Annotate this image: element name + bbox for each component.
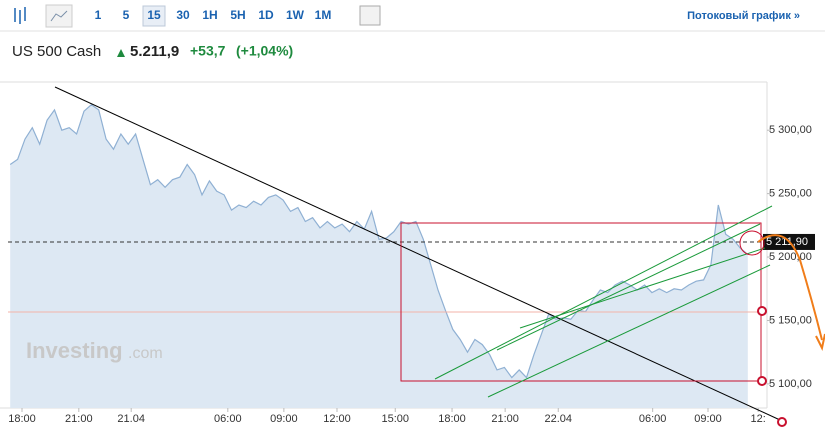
- area-fill: [10, 104, 748, 409]
- y-tick-label: 5 150,00: [769, 314, 812, 326]
- interval-button[interactable]: 1H: [202, 8, 217, 22]
- watermark-brand: Investing: [26, 338, 123, 363]
- y-tick-label: 5 100,00: [769, 378, 812, 390]
- x-tick-label: 09:00: [694, 413, 722, 425]
- x-tick-label: 18:00: [438, 413, 466, 425]
- forecast-arrow-head: [815, 333, 825, 351]
- interval-button[interactable]: 5: [123, 8, 130, 22]
- x-tick-label: 15:00: [381, 413, 409, 425]
- last-price-label: 5 211,90: [766, 236, 808, 248]
- candle-icon[interactable]: [14, 7, 26, 24]
- x-tick-label: 09:00: [270, 413, 298, 425]
- y-tick-label: 5 300,00: [769, 124, 812, 136]
- change-pct: (+1,04%): [236, 43, 293, 59]
- y-tick-label: 5 200,00: [769, 251, 812, 263]
- channel-lines: [434, 205, 773, 398]
- x-tick-label: 06:00: [639, 413, 667, 425]
- interval-button[interactable]: 15: [147, 8, 161, 22]
- watermark-suffix: .com: [128, 345, 163, 362]
- interval-button[interactable]: 1W: [286, 8, 305, 22]
- x-tick-label: 21:00: [65, 413, 93, 425]
- stream-link[interactable]: Потоковый график »: [687, 10, 800, 22]
- x-tick-label: 12:: [751, 413, 766, 425]
- interval-button[interactable]: 1D: [258, 8, 274, 22]
- interval-button[interactable]: 1M: [315, 8, 332, 22]
- anchor-points: [757, 306, 787, 427]
- up-arrow: [117, 49, 125, 57]
- change: +53,7: [190, 43, 226, 59]
- x-tick-label: 22.04: [544, 413, 572, 425]
- x-tick-label: 12:00: [323, 413, 351, 425]
- instrument-name: US 500 Cash: [12, 43, 101, 60]
- y-tick-label: 5 250,00: [769, 188, 812, 200]
- x-tick-label: 21:00: [491, 413, 519, 425]
- interval-button[interactable]: 1: [95, 8, 102, 22]
- trend-line: [54, 86, 781, 421]
- price: 5.211,9: [130, 43, 179, 60]
- interval-button[interactable]: 30: [176, 8, 190, 22]
- toolbar-bg: [0, 0, 825, 31]
- table-icon[interactable]: [359, 5, 381, 26]
- active-interval-bg: [142, 5, 166, 27]
- highlight-circle: [739, 230, 765, 256]
- x-tick-label: 21.04: [117, 413, 145, 425]
- forecast-arrow: [757, 234, 823, 341]
- area-icon-line: [50, 10, 68, 22]
- x-tick-label: 06:00: [214, 413, 242, 425]
- rectangle-drawing: [400, 222, 762, 382]
- interval-button[interactable]: 5H: [230, 8, 245, 22]
- x-tick-label: 18:00: [8, 413, 36, 425]
- price-line: [9, 104, 749, 379]
